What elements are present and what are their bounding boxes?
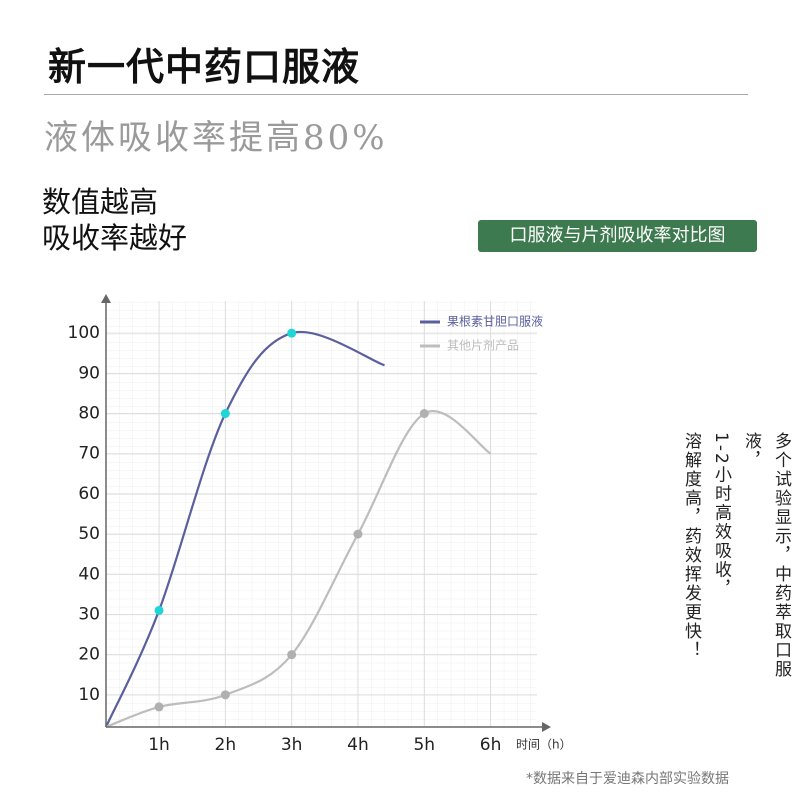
y-tick-label: 30 — [78, 604, 100, 624]
y-tick-label: 40 — [78, 564, 100, 584]
side-note-line: 多个试验显示，中药萃取口服液， — [741, 432, 791, 679]
legend-label: 其他片剂产品 — [447, 338, 519, 353]
y-tick-label: 50 — [78, 524, 100, 544]
point-marker — [154, 605, 164, 615]
badge: 口服液与片剂吸收率对比图 — [478, 220, 757, 252]
x-axis-arrow — [542, 722, 551, 732]
x-tick-label: 1h — [148, 735, 170, 755]
point-marker — [220, 409, 230, 419]
side-note-line: 1-2小时高效吸收， — [711, 432, 731, 599]
series-line — [104, 330, 385, 728]
y-tick-label: 20 — [78, 645, 100, 665]
side-note: 多个试验显示，中药萃取口服液， 1-2小时高效吸收， 溶解度高，药效挥发更快！ — [676, 432, 796, 712]
y-tick-label: 100 — [68, 323, 100, 343]
headline: 数值越高 吸收率越好 — [42, 184, 187, 256]
title: 新一代中药口服液 — [48, 45, 361, 89]
y-tick-label: 10 — [78, 685, 100, 705]
side-note-line: 溶解度高，药效挥发更快！ — [681, 432, 701, 660]
point-marker — [353, 529, 363, 539]
minor-grid — [106, 301, 537, 727]
x-tick-label: 6h — [480, 735, 502, 755]
x-axis-label: 时间（h） — [516, 738, 572, 752]
point-marker — [154, 702, 164, 712]
subtitle: 液体吸收率提高80% — [44, 118, 388, 158]
point-marker — [220, 690, 230, 700]
y-tick-label: 80 — [78, 404, 100, 424]
y-axis-arrow — [101, 294, 111, 303]
headline-line: 吸收率越好 — [42, 221, 188, 255]
y-tick-label: 70 — [78, 444, 100, 464]
legend-label: 果根素甘胆口服液 — [447, 314, 543, 329]
headline-line: 数值越高 — [42, 185, 159, 219]
point-marker — [287, 328, 297, 338]
footnote: *数据来自于爱迪森内部实验数据 — [526, 771, 729, 787]
divider — [44, 94, 748, 95]
x-tick-label: 2h — [215, 735, 237, 755]
x-tick-label: 4h — [347, 735, 369, 755]
point-marker — [287, 650, 297, 660]
x-tick-label: 5h — [413, 735, 435, 755]
y-tick-label: 60 — [78, 484, 100, 504]
y-tick-label: 90 — [78, 363, 100, 383]
point-marker — [419, 409, 429, 419]
x-tick-label: 3h — [281, 735, 303, 755]
